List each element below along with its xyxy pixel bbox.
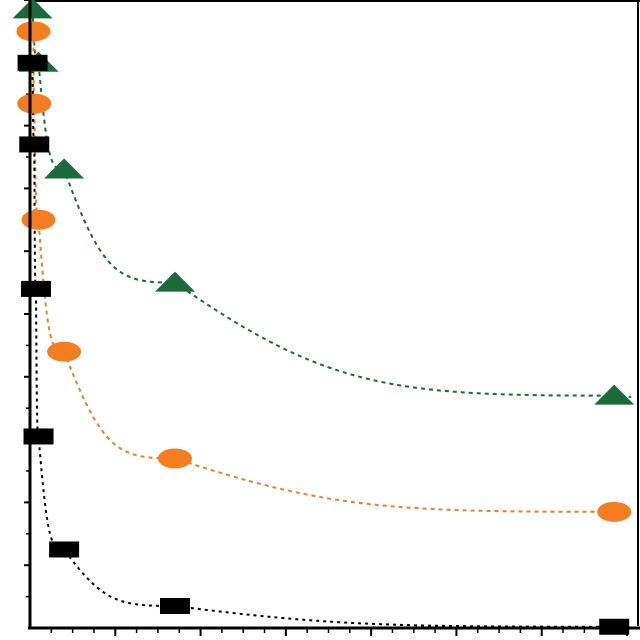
axes	[28, 0, 640, 630]
fit-curve-circle	[32, 31, 632, 515]
data-point-circle	[157, 448, 192, 469]
data-point-square	[17, 54, 48, 71]
data-markers	[12, 0, 635, 635]
axis-ticks	[24, 0, 628, 636]
data-point-triangle	[12, 0, 53, 19]
data-point-triangle	[594, 384, 635, 405]
data-point-square	[49, 541, 80, 558]
data-point-square	[19, 136, 50, 153]
data-point-circle	[16, 21, 51, 42]
data-point-circle	[47, 341, 82, 362]
data-point-square	[20, 280, 51, 297]
data-point-circle	[17, 93, 52, 114]
data-point-triangle	[154, 271, 195, 292]
fit-curves	[31, 9, 632, 629]
data-point-square	[159, 598, 190, 615]
fit-curve-square	[31, 62, 632, 629]
data-point-triangle	[44, 158, 85, 179]
data-point-circle	[597, 501, 632, 522]
fit-curve-triangle	[31, 9, 632, 398]
data-point-square	[23, 428, 54, 445]
data-point-circle	[21, 209, 56, 230]
plot-frame	[30, 0, 640, 626]
